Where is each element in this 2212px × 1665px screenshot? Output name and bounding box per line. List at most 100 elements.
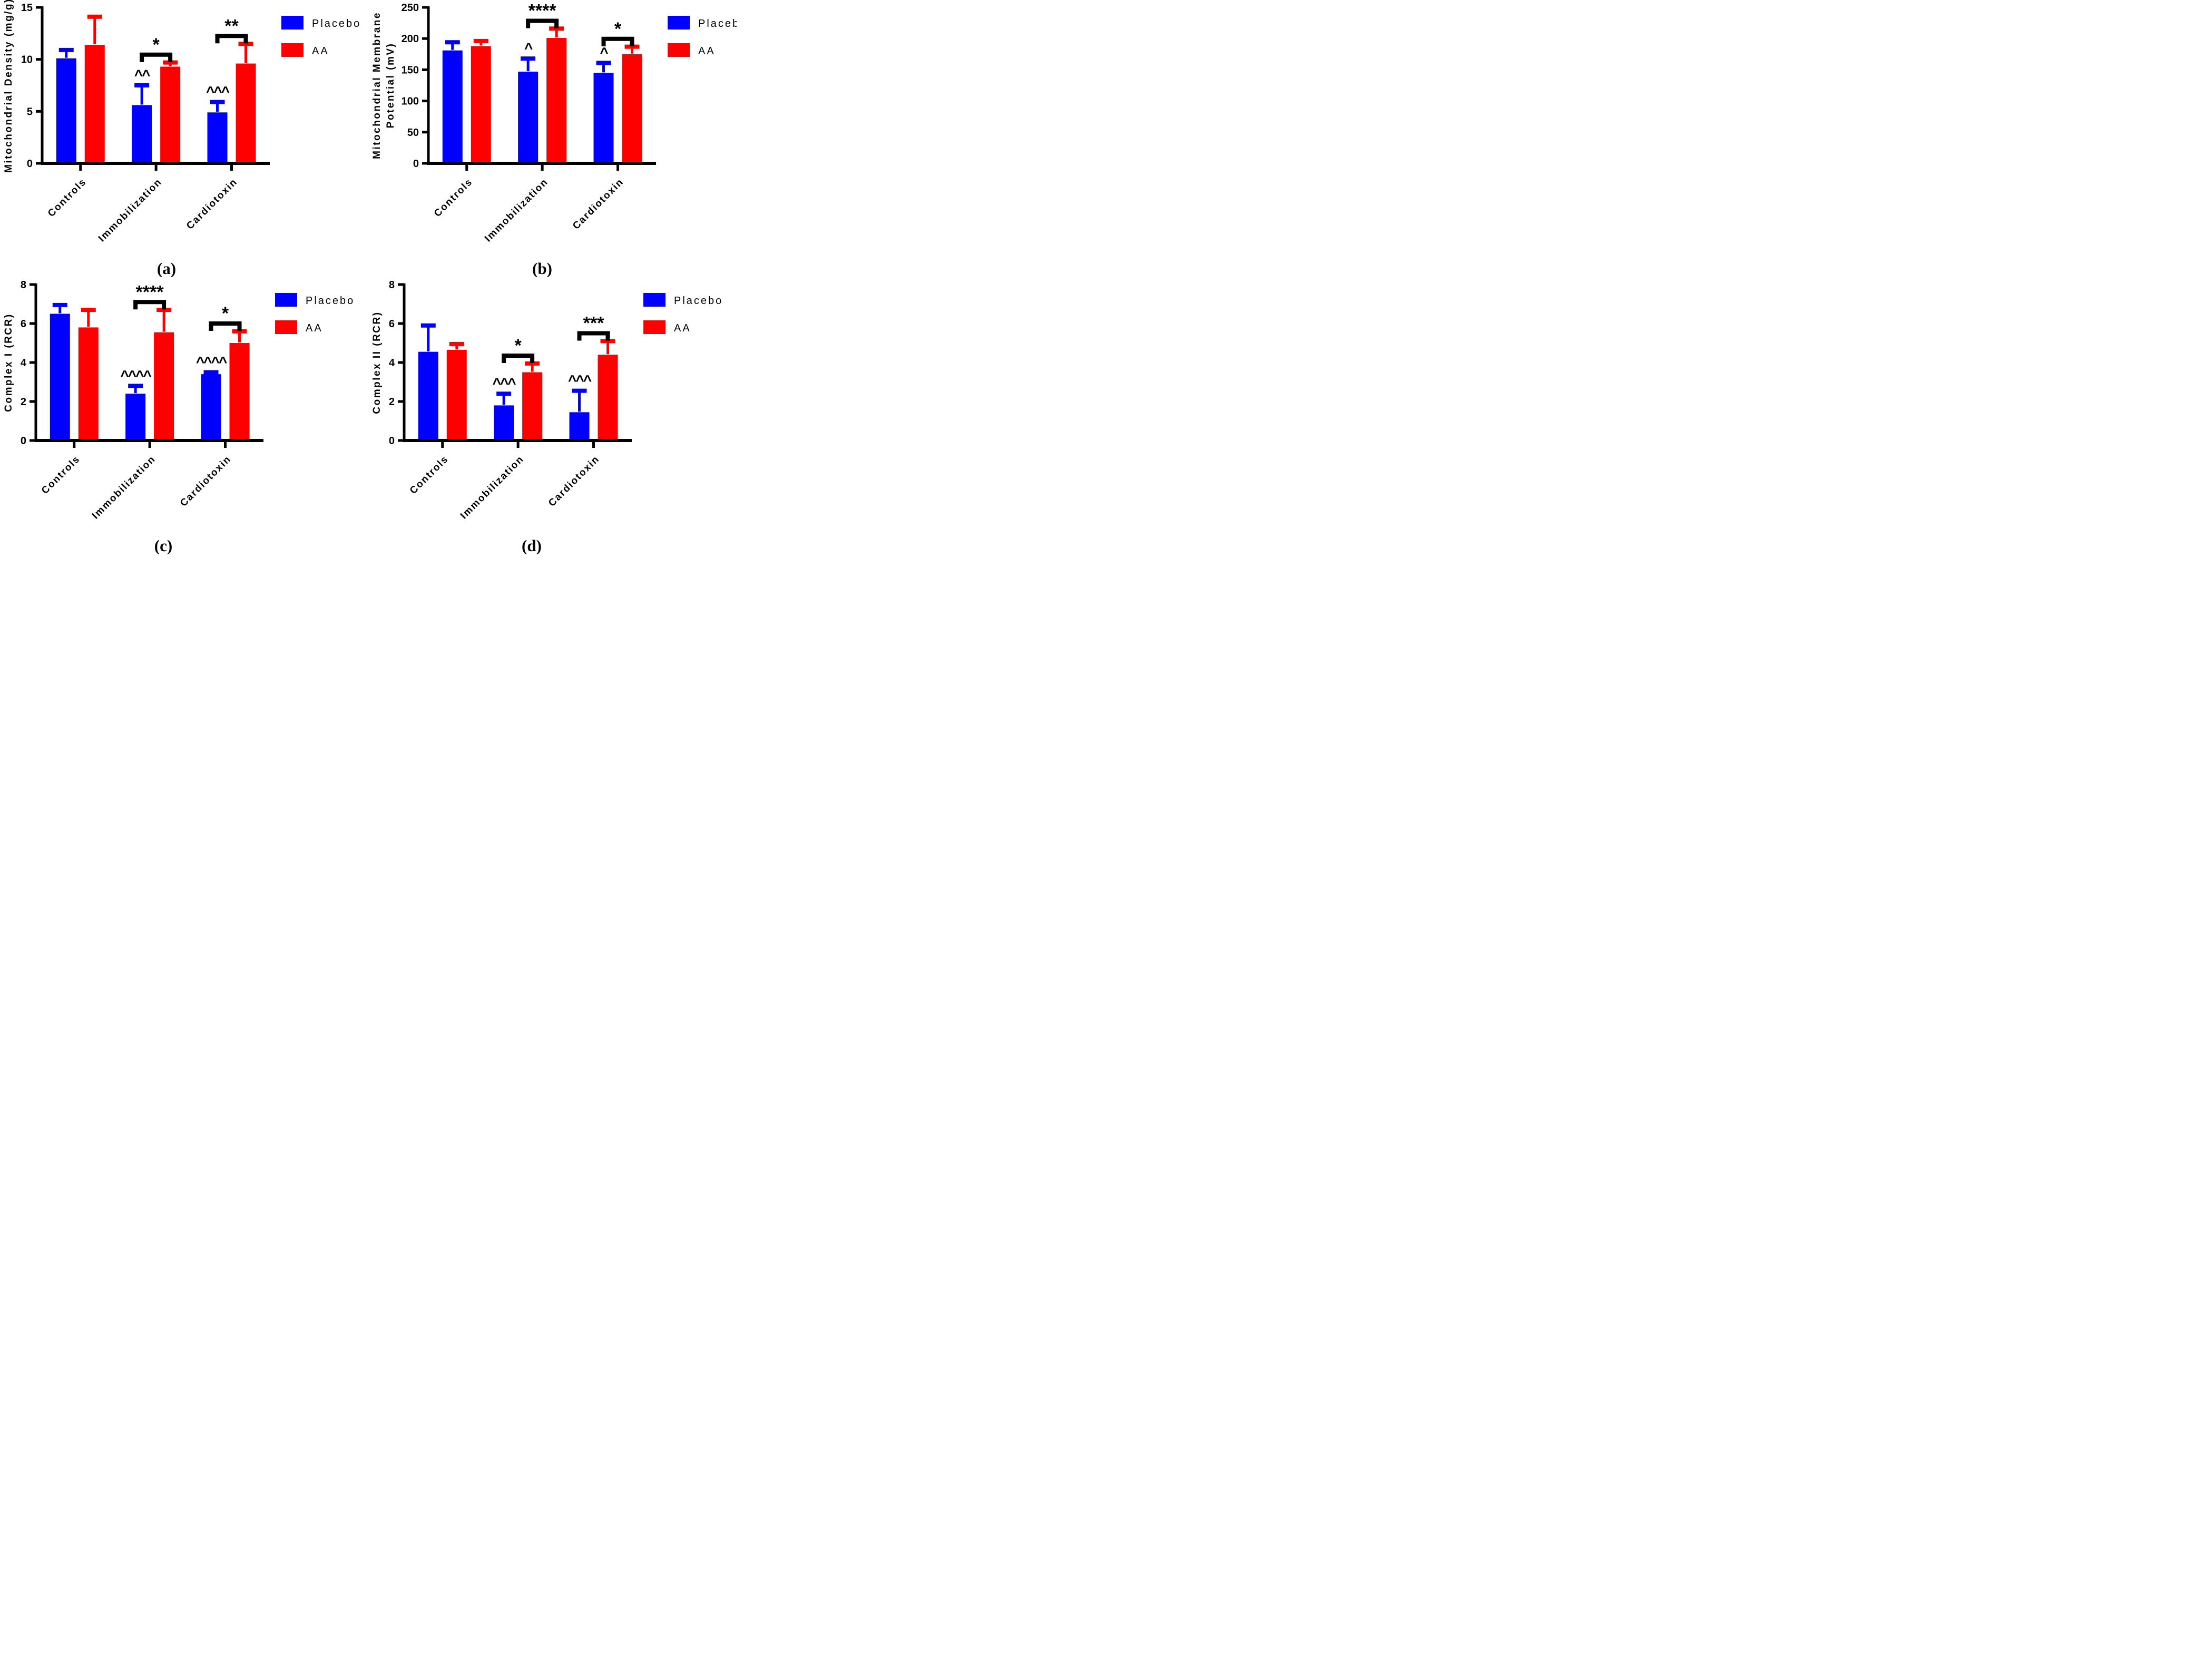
- significance-bracket: [502, 354, 535, 364]
- y-tick-label: 0: [27, 158, 33, 170]
- figure-grid: (a) ^^ ^^^ * ** 0 5 10 15 Mitochondrial Density …: [0, 0, 737, 555]
- bar-placebo-cardiotoxin: [593, 73, 614, 163]
- bar-placebo-controls: [418, 351, 438, 440]
- legend-label-placebo: Placebo: [306, 295, 355, 307]
- y-tick-label: 4: [21, 357, 27, 369]
- y-tick-label: 0: [21, 435, 26, 447]
- y-tick-label: 150: [402, 64, 419, 76]
- panel-letter-b: (b): [532, 259, 552, 277]
- significance-stars: ****: [528, 1, 557, 21]
- significance-stars: **: [224, 16, 239, 36]
- legend-label-aa: AA: [698, 45, 716, 57]
- bar-placebo-cardiotoxin: [207, 112, 228, 163]
- bar-aa-controls: [78, 327, 99, 440]
- bar-aa-controls: [446, 349, 467, 440]
- y-tick-label: 200: [402, 33, 419, 45]
- y-tick-label: 5: [27, 106, 33, 117]
- y-tick-label: 4: [389, 357, 395, 369]
- significance-stars: ****: [136, 282, 164, 302]
- significance-stars: *: [515, 336, 522, 356]
- y-tick-label: 100: [402, 96, 419, 107]
- bar-placebo-immobilization: [518, 71, 539, 163]
- y-axis-title: Potential (mV): [385, 43, 396, 129]
- x-category-label: Cardiotoxin: [184, 177, 240, 232]
- legend-swatch-placebo: [281, 16, 304, 30]
- bar-aa-immobilization: [160, 66, 181, 163]
- figure-page: { "figure": { "background": "#FFFFFF", "…: [0, 0, 737, 555]
- panel-letter-a: (a): [157, 259, 176, 277]
- bar-aa-cardiotoxin: [598, 355, 618, 440]
- significance-bracket: [209, 321, 242, 331]
- bar-placebo-controls: [442, 50, 463, 163]
- caret-annotation: ^^^: [206, 84, 230, 100]
- x-category-label: Controls: [432, 177, 475, 219]
- y-tick-label: 0: [389, 435, 395, 447]
- x-category-label: Immobilization: [96, 177, 164, 244]
- y-axis-title: Complex I (RCR): [3, 313, 14, 412]
- y-tick-label: 250: [402, 2, 419, 14]
- legend-label-placebo: Placebo: [312, 18, 361, 30]
- y-axis-title: Complex II (RCR): [371, 311, 383, 414]
- bar-aa-controls: [471, 46, 491, 164]
- y-tick-label: 0: [413, 158, 419, 170]
- x-category-label: Cardiotoxin: [546, 454, 602, 509]
- bar-placebo-controls: [56, 58, 76, 164]
- bar-placebo-cardiotoxin: [569, 412, 590, 440]
- legend-swatch-placebo: [668, 16, 690, 30]
- bar-placebo-cardiotoxin: [201, 374, 221, 440]
- legend-label-aa: AA: [674, 322, 691, 334]
- panel-c: (c) ^^^^ ^^^^ **** * 0 2 4 6 8 Complex I (RCR) Con…: [0, 277, 368, 554]
- legend-label-placebo: Placebo: [674, 295, 723, 307]
- y-tick-label: 15: [21, 2, 33, 14]
- y-tick-label: 10: [21, 54, 33, 66]
- panel-letter-d: (d): [522, 536, 542, 554]
- bar-aa-cardiotoxin: [622, 54, 642, 163]
- significance-stars: ***: [583, 314, 604, 334]
- significance-stars: *: [153, 35, 160, 55]
- significance-stars: *: [222, 303, 229, 324]
- x-category-label: Immobilization: [483, 177, 551, 244]
- legend-label-aa: AA: [312, 45, 329, 57]
- significance-bracket: [526, 18, 559, 28]
- y-tick-label: 8: [21, 279, 26, 291]
- bar-aa-cardiotoxin: [236, 63, 256, 163]
- significance-bracket: [215, 34, 248, 44]
- x-category-label: Immobilization: [90, 454, 158, 522]
- legend-swatch-aa: [643, 320, 665, 334]
- significance-stars: *: [614, 19, 622, 39]
- caret-annotation: ^: [524, 40, 533, 56]
- caret-annotation: ^^^^: [120, 367, 151, 384]
- bar-aa-immobilization: [546, 38, 567, 164]
- bar-placebo-immobilization: [132, 105, 152, 163]
- legend-label-aa: AA: [306, 322, 323, 334]
- panel-d: (d) ^^^ ^^^ * *** 0 2 4 6 8 Complex II (RCR) Contr…: [368, 277, 737, 554]
- significance-bracket: [601, 36, 634, 46]
- chart-membrane-potential: (b) ^ ^*****050100150200250Mitochondrial …: [371, 1, 737, 277]
- legend-label-placebo: Placebo: [698, 18, 737, 30]
- significance-bracket: [133, 300, 167, 310]
- bar-aa-immobilization: [154, 332, 174, 440]
- x-category-label: Immobilization: [458, 454, 526, 522]
- x-category-label: Controls: [46, 177, 89, 219]
- panel-b: (b) ^ ^ **** * 0 50 100 150 200 250 Mitochondrial …: [368, 0, 737, 277]
- x-category-label: Controls: [40, 454, 82, 496]
- bar-placebo-immobilization: [125, 394, 146, 440]
- bar-aa-cardiotoxin: [229, 343, 250, 440]
- x-category-label: Cardiotoxin: [571, 177, 626, 232]
- y-axis-title: Mitochondrial Membrane: [371, 12, 383, 159]
- y-tick-label: 2: [21, 396, 26, 408]
- caret-annotation: ^^^: [568, 373, 592, 389]
- legend-swatch-placebo: [275, 293, 297, 307]
- y-tick-label: 50: [407, 127, 419, 139]
- bar-aa-controls: [84, 45, 105, 163]
- y-tick-label: 2: [389, 396, 395, 408]
- bar-placebo-immobilization: [494, 405, 514, 440]
- caret-annotation: ^: [600, 44, 608, 61]
- legend-swatch-aa: [275, 320, 297, 334]
- x-category-label: Controls: [408, 454, 451, 496]
